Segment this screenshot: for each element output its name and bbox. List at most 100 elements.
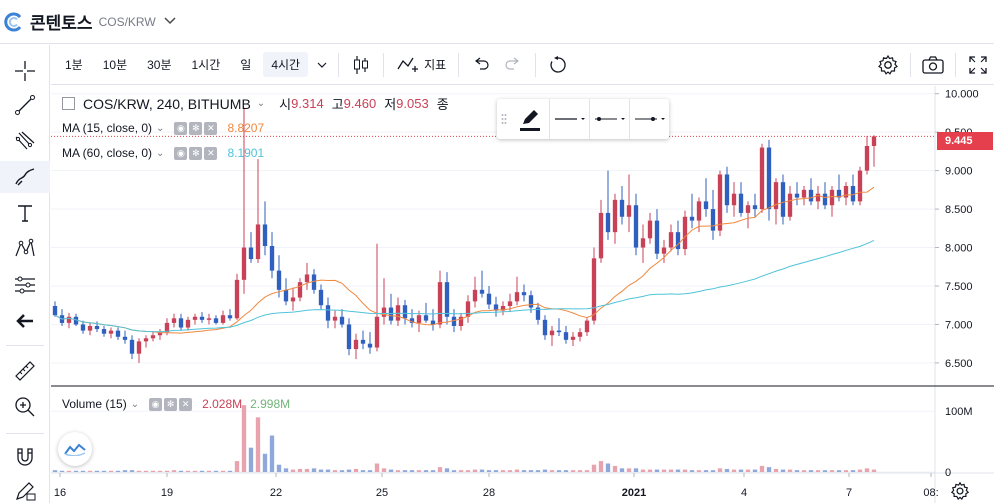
timeframe-more-chevron-down-icon[interactable] [312, 50, 332, 80]
fib-tool[interactable] [0, 125, 50, 157]
volume-chevron-down-icon[interactable]: ⌄ [130, 398, 140, 410]
magnet-tool[interactable] [0, 441, 50, 473]
volume-bar [269, 435, 275, 472]
volume-settings-icon[interactable]: ✻ [164, 397, 178, 411]
x-tick-label: 2021 [622, 487, 646, 499]
text-tool[interactable] [0, 197, 50, 229]
ruler-tool[interactable] [0, 355, 50, 387]
timeframe-day[interactable]: 일 [240, 58, 252, 72]
candle-body [703, 201, 709, 210]
snapshot-button[interactable] [917, 50, 949, 80]
candle-body [486, 293, 492, 305]
lock-drawings-tool[interactable] [0, 475, 50, 503]
x-tick-label: 4 [741, 487, 747, 499]
candle-body [374, 316, 380, 348]
volume-bar [66, 470, 72, 472]
candle-body [171, 318, 177, 323]
settings-button[interactable] [872, 50, 904, 80]
candle-body [129, 339, 135, 354]
line-start-style-button[interactable] [589, 99, 629, 139]
line-width-button[interactable] [549, 99, 589, 139]
candle-body [73, 316, 79, 325]
timeframe-10min[interactable]: 10분 [102, 58, 128, 72]
fullscreen-button[interactable] [962, 50, 994, 80]
ma15-chevron-down-icon[interactable]: ⌄ [156, 122, 165, 134]
candle-body [752, 205, 758, 210]
magnet-icon [17, 448, 33, 466]
candle-body [437, 282, 443, 325]
candle-body [850, 186, 856, 202]
candles [52, 107, 877, 363]
zoom-in-tool[interactable] [0, 391, 50, 423]
ma60-remove-icon[interactable]: ✕ [204, 146, 218, 160]
volume-bar [556, 470, 562, 472]
coin-selector-chevron-down-icon[interactable] [164, 16, 176, 28]
redo-button[interactable] [497, 50, 529, 80]
volume-remove-icon[interactable]: ✕ [179, 397, 193, 411]
ma15-remove-icon[interactable]: ✕ [204, 121, 218, 135]
coin-name: 콘텐토스 [30, 14, 93, 33]
candle-body [283, 289, 289, 302]
candle-body [430, 320, 436, 325]
volume-bar [640, 469, 646, 472]
close-label: 종 [436, 97, 449, 112]
candle-body [829, 189, 835, 206]
volume-bar [157, 470, 163, 472]
volume-bar [73, 470, 79, 472]
line-end-style-button[interactable] [629, 99, 669, 139]
measure-tool[interactable] [0, 269, 50, 301]
timeframe-1hour[interactable]: 1시간 [191, 58, 221, 72]
ma60-settings-icon[interactable]: ✻ [189, 146, 203, 160]
indicators-button[interactable]: 지표 [390, 55, 452, 75]
ma15-settings-icon[interactable]: ✻ [189, 121, 203, 135]
candle-body [724, 174, 730, 206]
axis-settings-button[interactable] [950, 481, 974, 501]
drawing-tools-sidebar [0, 45, 50, 503]
volume-eye-icon[interactable]: ◉ [149, 397, 163, 411]
volume-bar [59, 470, 65, 472]
candle-body [234, 279, 240, 319]
volume-bar [731, 469, 737, 472]
volume-bar [87, 470, 93, 472]
ma15-eye-icon[interactable]: ◉ [174, 121, 188, 135]
price-chart[interactable]: 6.5007.0007.5008.0008.5009.0009.50010.00… [51, 86, 994, 503]
trend-line-icon [15, 95, 35, 115]
ma60-eye-icon[interactable]: ◉ [174, 146, 188, 160]
candle-body [843, 186, 849, 198]
candle-body [745, 205, 751, 213]
back-tool[interactable] [0, 305, 50, 337]
drag-handle-icon[interactable] [497, 99, 511, 139]
volume-bar [773, 468, 779, 472]
timeframe-4hour[interactable]: 4시간 [263, 52, 309, 77]
camera-icon [922, 55, 944, 74]
collapse-legend-icon[interactable] [62, 97, 75, 110]
candle-body [535, 307, 541, 320]
candle-body [143, 338, 149, 342]
redo-icon [505, 57, 520, 70]
tradingview-logo-icon[interactable] [58, 432, 92, 466]
pattern-tool[interactable] [0, 233, 50, 265]
gear-icon [950, 481, 970, 500]
reset-button[interactable] [542, 50, 574, 80]
symbol-chevron-down-icon[interactable]: ⌄ [256, 98, 266, 109]
volume-bar [724, 468, 730, 472]
candle-body [108, 330, 114, 334]
ma60-chevron-down-icon[interactable]: ⌄ [156, 147, 165, 159]
volume-bar [367, 470, 373, 472]
line-color-button[interactable] [511, 99, 549, 139]
candle-body [220, 315, 226, 323]
candle-body [458, 316, 464, 326]
candle-body [80, 324, 86, 331]
brush-tool[interactable] [0, 161, 50, 193]
volume-bar [374, 463, 380, 472]
timeframe-1min[interactable]: 1분 [65, 58, 83, 72]
timeframe-30min[interactable]: 30분 [147, 58, 172, 72]
volume-bar [500, 470, 506, 472]
candle-body [815, 193, 821, 202]
undo-button[interactable] [465, 50, 497, 80]
crosshair-tool[interactable] [0, 55, 50, 87]
trend-line-tool[interactable] [0, 89, 50, 121]
candle-body [619, 199, 625, 217]
candle-body [164, 322, 170, 333]
candle-style-icon[interactable] [345, 50, 377, 80]
